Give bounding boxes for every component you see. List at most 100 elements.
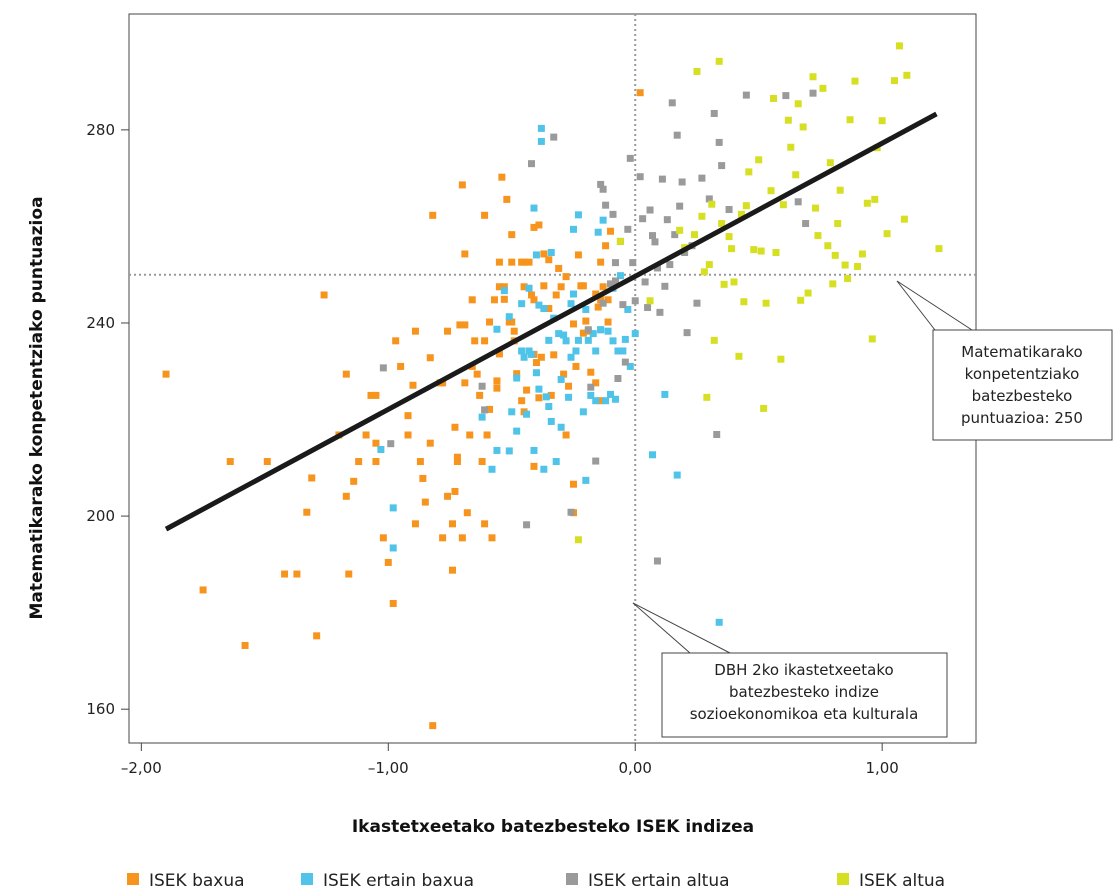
- data-point: [545, 304, 553, 312]
- data-point: [488, 465, 496, 473]
- data-point: [481, 406, 489, 414]
- data-point: [602, 242, 610, 250]
- data-point: [782, 92, 790, 100]
- data-point: [569, 480, 577, 488]
- data-point: [453, 453, 461, 461]
- callout-box: [661, 652, 948, 738]
- data-point: [439, 534, 447, 542]
- data-point: [809, 73, 817, 81]
- callout-pointer: [896, 280, 936, 331]
- data-point: [607, 227, 615, 235]
- data-point: [320, 291, 328, 299]
- data-point: [505, 313, 513, 321]
- data-point: [730, 278, 738, 286]
- data-point: [895, 42, 903, 50]
- data-point: [767, 187, 775, 195]
- data-point: [389, 504, 397, 512]
- callout-box: [932, 329, 1113, 441]
- data-point: [619, 301, 627, 309]
- data-point: [426, 439, 434, 447]
- data-point: [844, 275, 852, 283]
- data-point: [715, 57, 723, 65]
- data-point: [389, 599, 397, 607]
- data-point: [508, 258, 516, 266]
- data-point: [530, 296, 538, 304]
- data-point: [762, 299, 770, 307]
- data-point: [673, 131, 681, 139]
- data-point: [481, 520, 489, 528]
- y-axis-label: Matematikarako konpetentziako puntuazioa: [27, 196, 47, 619]
- data-point: [846, 116, 854, 124]
- data-point: [668, 99, 676, 107]
- data-point: [569, 225, 577, 233]
- data-point: [162, 370, 170, 378]
- data-point: [611, 277, 619, 285]
- data-point: [770, 94, 778, 102]
- data-point: [537, 137, 545, 145]
- data-point: [649, 232, 657, 240]
- data-point: [794, 100, 802, 108]
- x-tick-label: 0,00: [619, 759, 652, 777]
- x-tick-label: –1,00: [368, 759, 409, 777]
- data-point: [313, 632, 321, 640]
- callout-text-line: Matematikarako: [961, 343, 1082, 361]
- data-point: [708, 200, 716, 208]
- data-point: [547, 417, 555, 425]
- data-point: [597, 397, 605, 405]
- data-point: [574, 336, 582, 344]
- callout-text-line: sozioekonomikoa eta kulturala: [690, 705, 919, 723]
- legend: ISEK baxua ISEK ertain baxua ISEK ertain a…: [127, 871, 945, 891]
- callout-text-line: konpetentziako: [965, 365, 1080, 383]
- data-point: [560, 370, 568, 378]
- data-point: [574, 211, 582, 219]
- data-point: [804, 289, 812, 297]
- data-point: [495, 350, 503, 358]
- data-point: [552, 291, 560, 299]
- data-point: [473, 370, 481, 378]
- x-tick-label: –2,00: [121, 759, 162, 777]
- data-point: [513, 370, 521, 378]
- data-point: [883, 230, 891, 238]
- data-point: [421, 498, 429, 506]
- data-point: [797, 296, 805, 304]
- data-point: [461, 321, 469, 329]
- data-point: [567, 300, 575, 308]
- data-point: [547, 391, 555, 399]
- data-point: [841, 261, 849, 269]
- data-point: [530, 446, 538, 454]
- data-point: [777, 355, 785, 363]
- data-point: [574, 536, 582, 544]
- data-point: [500, 295, 508, 303]
- legend-label: ISEK ertain altua: [588, 871, 730, 891]
- data-point: [611, 395, 619, 403]
- data-point: [713, 431, 721, 439]
- data-point: [572, 362, 580, 370]
- data-point: [471, 337, 479, 345]
- data-point: [631, 330, 639, 338]
- data-point: [372, 458, 380, 466]
- data-point: [493, 377, 501, 385]
- data-point: [616, 272, 624, 280]
- data-point: [513, 427, 521, 435]
- data-point: [742, 202, 750, 210]
- data-point: [626, 154, 634, 162]
- data-point: [582, 305, 590, 313]
- data-point: [878, 117, 886, 125]
- data-point: [550, 133, 558, 141]
- data-point: [530, 223, 538, 231]
- data-point: [678, 178, 686, 186]
- data-point: [495, 258, 503, 266]
- data-point: [858, 250, 866, 258]
- data-point: [342, 492, 350, 500]
- data-point: [602, 397, 610, 405]
- data-point: [582, 317, 590, 325]
- data-point: [569, 320, 577, 328]
- data-point: [528, 291, 536, 299]
- data-point: [582, 476, 590, 484]
- data-point: [199, 586, 207, 594]
- data-point: [528, 350, 536, 358]
- callout-text-line: puntuazioa: 250: [961, 409, 1083, 427]
- data-point: [483, 431, 491, 439]
- data-point: [387, 440, 395, 448]
